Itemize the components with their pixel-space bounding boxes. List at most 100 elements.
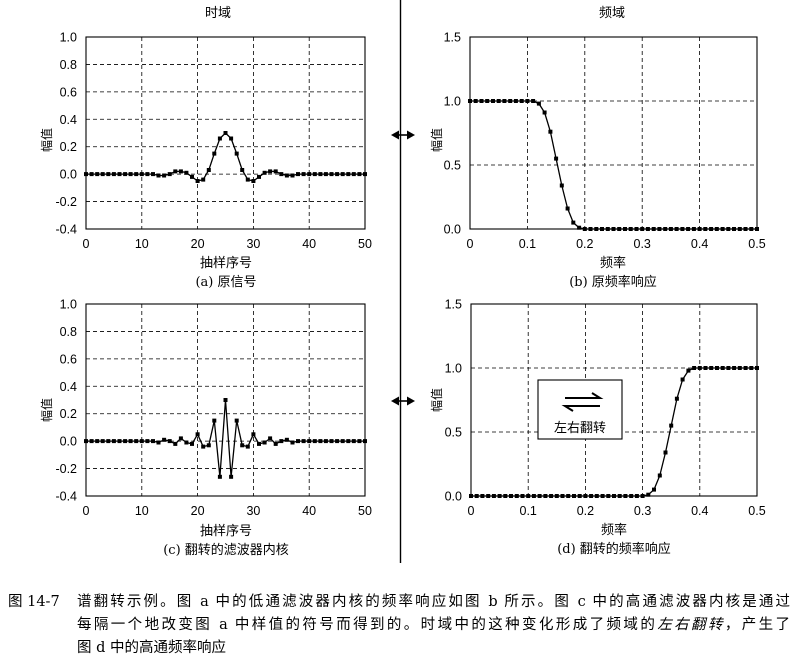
- caption-line-2: 每隔一个地改变图 a 中样值的符号而得到的。时域中的这种变化形成了频域的左右翻转…: [77, 614, 790, 636]
- data-point: [106, 172, 111, 177]
- y-tick-label: 0.8: [60, 325, 77, 339]
- x-axis-label: 抽样序号: [200, 524, 252, 539]
- plot-frame: [85, 303, 366, 497]
- y-tick-label: -0.2: [55, 195, 77, 209]
- data-point: [307, 439, 312, 444]
- data-point: [351, 172, 356, 177]
- data-point: [663, 227, 668, 231]
- data-point: [212, 151, 217, 156]
- series-line: [86, 399, 365, 478]
- data-point: [554, 156, 559, 161]
- data-point: [240, 443, 245, 448]
- data-point: [212, 418, 217, 423]
- data-point: [588, 227, 593, 231]
- data-point: [680, 227, 685, 231]
- data-point: [697, 227, 702, 231]
- data-point: [566, 494, 571, 498]
- y-tick-label: 0.4: [60, 380, 77, 394]
- data-point: [617, 494, 622, 498]
- data-point: [469, 494, 473, 498]
- data-point: [606, 494, 611, 498]
- y-tick-label: 0.6: [60, 85, 77, 99]
- data-point: [206, 443, 211, 448]
- data-point: [257, 441, 261, 446]
- data-point: [84, 439, 88, 444]
- data-point: [749, 366, 754, 370]
- data-point: [496, 99, 501, 103]
- chart-title: (b) 原频率响应: [569, 274, 657, 290]
- data-point: [485, 99, 490, 103]
- data-point: [640, 494, 645, 498]
- data-point: [514, 494, 519, 498]
- data-point: [145, 439, 150, 444]
- x-tick-label: 10: [135, 504, 149, 518]
- x-tick-label: 0: [467, 237, 474, 251]
- y-axis-label: 幅值: [39, 398, 54, 422]
- data-point: [156, 440, 161, 445]
- x-tick-label: 0.5: [748, 237, 765, 251]
- data-point: [732, 366, 737, 370]
- data-point: [329, 439, 334, 444]
- data-point: [577, 225, 582, 230]
- data-point: [323, 172, 328, 177]
- y-tick-label: 0.5: [444, 159, 461, 173]
- x-tick-label: 0: [468, 504, 475, 518]
- data-point: [134, 439, 139, 444]
- data-point: [612, 494, 616, 498]
- data-point: [594, 494, 599, 498]
- data-point: [703, 366, 708, 370]
- data-point: [223, 398, 228, 402]
- data-point: [497, 494, 502, 498]
- chart-title: (c) 翻转的滤波器内核: [163, 542, 289, 558]
- x-tick-label: 0: [83, 237, 90, 251]
- data-point: [106, 439, 111, 444]
- data-point: [669, 423, 674, 428]
- data-point: [223, 131, 228, 135]
- data-point: [600, 494, 605, 498]
- data-point: [543, 494, 548, 498]
- data-point: [340, 172, 345, 177]
- data-point: [139, 439, 144, 444]
- data-point: [526, 494, 531, 498]
- data-point: [206, 168, 211, 172]
- figure-canvas: 时域 频域 抽样序号 (a) 原信号 幅值 1.0 0.8 0.6 0.4 0.2 0.0…: [39, 0, 766, 563]
- data-point: [686, 368, 691, 373]
- y-tick-label: 0.0: [60, 168, 77, 182]
- caption-line-3: 图 d 中的高通频率响应: [77, 640, 226, 656]
- data-point: [162, 173, 167, 178]
- data-point: [301, 172, 306, 177]
- data-point: [346, 172, 351, 177]
- data-point: [95, 439, 100, 444]
- data-point: [709, 227, 714, 231]
- data-point: [743, 366, 748, 370]
- data-point: [95, 172, 100, 177]
- data-point: [195, 179, 200, 183]
- data-point: [732, 227, 736, 231]
- data-point: [329, 172, 334, 177]
- data-point: [262, 440, 267, 445]
- data-point: [474, 494, 479, 498]
- data-point: [335, 172, 340, 177]
- data-point: [657, 473, 662, 478]
- x-tick-label: 0.5: [748, 504, 765, 518]
- x-tick-label: 0.3: [634, 237, 651, 251]
- x-tick-label: 30: [246, 504, 260, 518]
- data-point: [491, 99, 495, 103]
- data-point: [531, 99, 536, 103]
- data-point: [312, 172, 317, 177]
- annotation-frame: [537, 379, 623, 440]
- data-point: [605, 227, 610, 231]
- data-point: [623, 494, 628, 498]
- data-point: [691, 227, 696, 231]
- data-point: [531, 494, 536, 498]
- data-point: [89, 439, 94, 444]
- data-point: [257, 174, 261, 179]
- y-axis-label: 幅值: [429, 388, 444, 412]
- data-point: [663, 450, 668, 455]
- data-point: [139, 172, 144, 177]
- data-point: [536, 101, 541, 106]
- data-point: [273, 169, 278, 174]
- data-point: [651, 227, 656, 231]
- data-point: [611, 227, 616, 231]
- data-point: [234, 151, 239, 156]
